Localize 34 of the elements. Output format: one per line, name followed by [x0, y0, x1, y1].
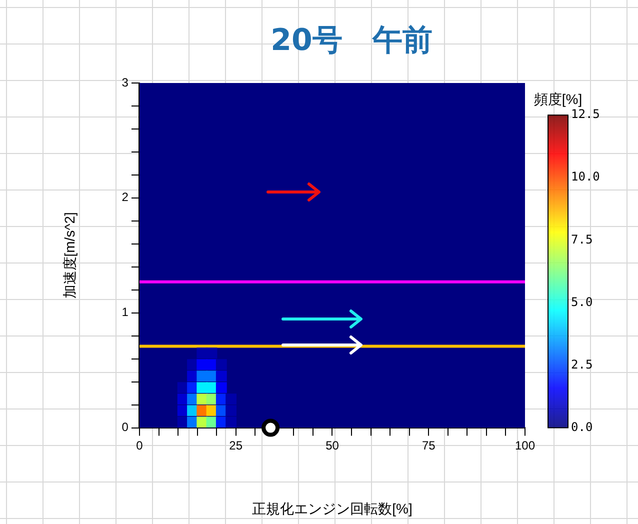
color-bar-label: 12.5	[571, 107, 600, 122]
x-tick-label: 75	[422, 438, 436, 452]
point	[216, 370, 227, 382]
point	[196, 359, 208, 370]
chart-title: 20号 午前	[270, 22, 434, 60]
point	[196, 370, 208, 382]
y-tick-label: 3	[122, 75, 129, 90]
x-tick-label: 0	[136, 438, 144, 452]
color-bar-label: 2.5	[571, 357, 593, 372]
y-tick-label: 1	[122, 305, 129, 320]
point	[196, 416, 208, 428]
point	[216, 382, 227, 394]
color-bar-title: 頻度[%]	[534, 90, 582, 107]
point	[226, 405, 236, 416]
y-axis-title: 加速度[m/s^2]	[61, 212, 78, 299]
point	[196, 382, 208, 394]
color-bar-label: 7.5	[571, 232, 593, 246]
point	[206, 348, 218, 359]
point	[262, 418, 280, 437]
point	[196, 348, 208, 359]
point	[216, 359, 227, 370]
point	[196, 394, 208, 405]
x-tick-label: 25	[229, 438, 243, 452]
color-bar-label: 5.0	[571, 294, 593, 309]
x-tick-label: 100	[514, 438, 536, 452]
y-tick-label: 0	[122, 420, 129, 434]
color-bar-label: 10.0	[571, 170, 600, 184]
color-bar-label: 0.0	[571, 420, 593, 434]
y-tick-label: 2	[122, 190, 129, 204]
point	[226, 394, 236, 405]
x-tick-label: 50	[326, 438, 340, 452]
x-axis-title: 正規化エンジン回転数[%]	[252, 500, 412, 516]
point	[196, 405, 208, 416]
point	[226, 416, 236, 428]
